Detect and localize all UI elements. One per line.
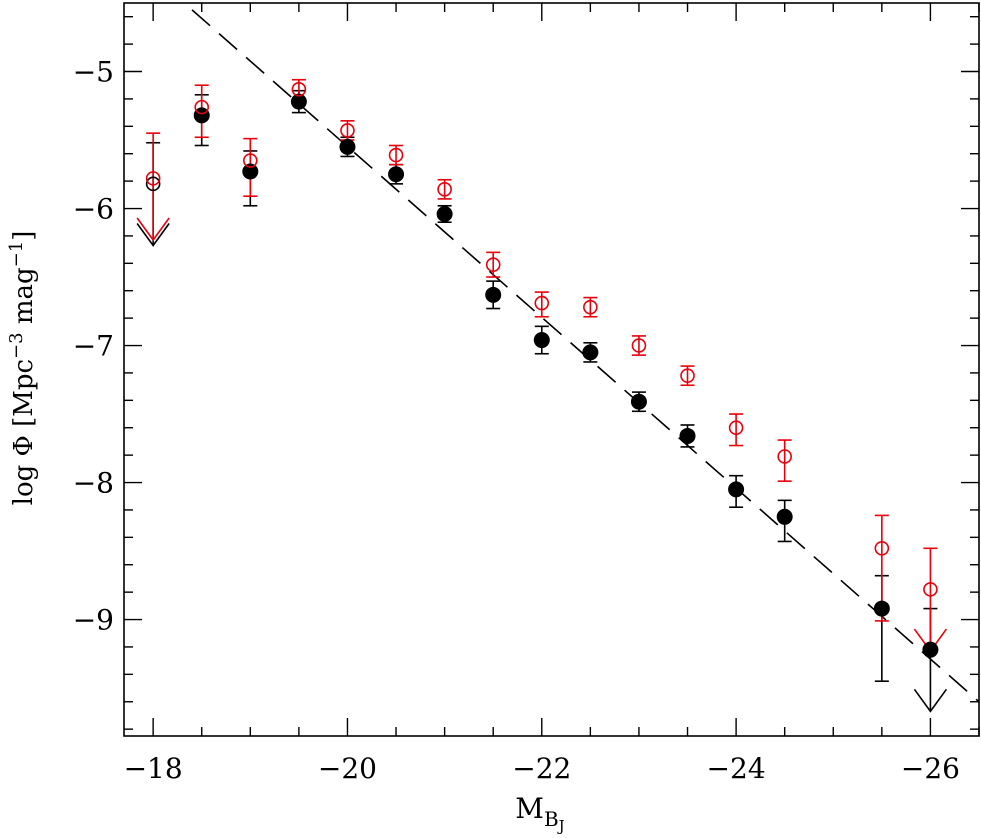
data-point-filled — [242, 163, 259, 180]
plot-frame — [123, 2, 980, 737]
data-point-open — [340, 123, 355, 138]
markers-group — [145, 82, 939, 658]
data-point-open — [291, 82, 307, 97]
data-point-filled — [485, 286, 502, 303]
data-point-filled — [290, 93, 307, 110]
data-point-open — [194, 99, 210, 115]
y-tick-labels: −5 −6 −7 −8 −9 — [73, 56, 114, 637]
upper-limit-arrowhead — [136, 217, 170, 242]
data-point-open — [145, 171, 161, 186]
x-tick-label: −24 — [707, 752, 766, 785]
x-tick-label: −22 — [512, 752, 571, 785]
data-point-filled — [436, 205, 453, 222]
data-point-filled — [728, 481, 745, 498]
data-point-open — [923, 582, 938, 597]
data-point-open — [534, 295, 550, 311]
y-tick-label: −9 — [73, 604, 114, 637]
data-point-open — [777, 449, 792, 464]
upper-limit-arrowhead — [136, 223, 170, 247]
data-point-filled — [873, 600, 890, 617]
data-point-open — [388, 147, 404, 163]
y-tick-label: −7 — [73, 330, 114, 363]
x-axis-label: MBJ — [515, 792, 564, 834]
data-point-open — [631, 338, 647, 353]
data-point-open — [728, 420, 744, 436]
y-tick-label: −8 — [73, 467, 114, 500]
data-point-open — [243, 153, 258, 168]
data-point-open — [874, 540, 890, 556]
data-point-open — [680, 368, 695, 383]
data-point-open — [437, 182, 452, 197]
data-point-filled — [922, 641, 939, 658]
data-point-filled — [339, 138, 356, 155]
x-tick-label: −26 — [901, 752, 960, 785]
data-point-filled — [388, 166, 405, 183]
x-tick-labels: −18 −20 −22 −24 −26 — [124, 752, 960, 785]
x-tick-label: −20 — [318, 752, 377, 785]
data-point-open — [145, 176, 161, 192]
data-point-open — [485, 257, 501, 272]
y-axis-label: log Φ [Mpc−3 mag−1] — [6, 231, 39, 506]
data-point-filled — [679, 427, 696, 444]
data-point-filled — [582, 344, 599, 361]
data-point-filled — [776, 508, 793, 525]
data-point-open — [583, 299, 598, 315]
y-tick-label: −5 — [73, 56, 114, 89]
x-tick-label: −18 — [124, 752, 183, 785]
data-point-filled — [533, 332, 550, 349]
error-bars-group — [136, 78, 948, 713]
data-point-filled — [630, 393, 647, 410]
upper-limit-arrowhead — [913, 688, 948, 713]
axis-ticks — [124, 3, 980, 736]
y-tick-label: −6 — [73, 193, 114, 226]
